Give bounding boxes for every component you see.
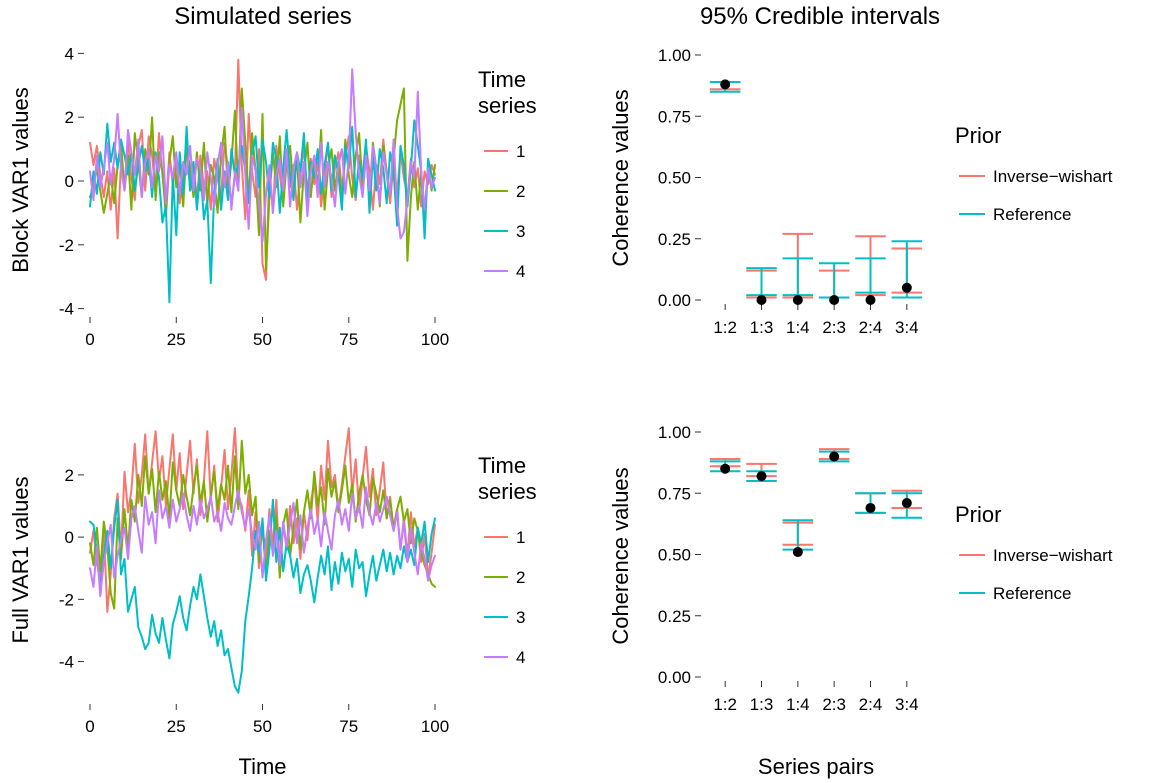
legend-title: Prior — [955, 123, 1001, 148]
legend-label: 1 — [516, 528, 525, 547]
y-tick-label: 1.00 — [658, 423, 691, 442]
y-tick-label: 0.50 — [658, 169, 691, 188]
legend-label: 4 — [516, 262, 525, 281]
y-tick-label: 0.75 — [658, 107, 691, 126]
y-tick-label: 0.50 — [658, 546, 691, 565]
y-tick-label: -2 — [59, 236, 74, 255]
legend-label: Inverse−wishart — [993, 546, 1113, 565]
legend-title: Prior — [955, 502, 1001, 527]
legend-title: Time — [478, 67, 526, 92]
x-tick-label: 1:4 — [786, 695, 810, 714]
series-line-3 — [89, 498, 436, 694]
x-tick-label: 1:4 — [786, 318, 810, 337]
x-tick-label: 3:4 — [895, 695, 919, 714]
y-axis-title: Full VAR1 values — [8, 476, 33, 643]
y-axis-title: Block VAR1 values — [8, 87, 33, 272]
chart-title: 95% Credible intervals — [700, 3, 940, 30]
legend-label: 1 — [516, 142, 525, 161]
y-axis-title: Coherence values — [608, 467, 633, 644]
x-tick-label: 50 — [253, 330, 272, 349]
true-value-point — [720, 463, 731, 474]
legend-label: Reference — [993, 205, 1071, 224]
y-tick-label: 0.00 — [658, 668, 691, 687]
x-tick-label: 100 — [421, 717, 449, 736]
line-panel-full: Full VAR1 values Time -4 -2 0 2 0 25 50 75 100 Time… — [8, 427, 537, 779]
y-tick-label: 1.00 — [658, 46, 691, 65]
true-value-point — [901, 498, 912, 509]
x-tick-label: 0 — [85, 330, 94, 349]
chart-title: Simulated series — [174, 3, 351, 30]
y-tick-label: 0 — [65, 172, 74, 191]
y-tick-label: -4 — [59, 653, 74, 672]
x-tick-label: 1:3 — [750, 318, 774, 337]
x-tick-label: 25 — [167, 717, 186, 736]
x-axis-title: Time — [238, 754, 286, 779]
x-tick-label: 100 — [421, 330, 449, 349]
y-tick-label: 4 — [65, 44, 74, 63]
legend-label: 3 — [516, 608, 525, 627]
legend-label: 3 — [516, 222, 525, 241]
true-value-point — [865, 502, 876, 513]
x-axis-title: Series pairs — [758, 754, 874, 779]
true-value-point — [829, 451, 840, 462]
x-tick-label: 2:4 — [859, 695, 883, 714]
true-value-point — [901, 282, 912, 293]
legend-label: 2 — [516, 568, 525, 587]
interval-panel-block: 95% Credible intervals Coherence values 0.… — [608, 3, 1113, 337]
true-value-point — [756, 295, 767, 305]
x-tick-label: 2:4 — [859, 318, 883, 337]
y-tick-label: -4 — [59, 300, 74, 319]
legend-title: series — [478, 479, 537, 504]
x-tick-label: 75 — [339, 717, 358, 736]
y-tick-label: 0.25 — [658, 607, 691, 626]
legend-label: 2 — [516, 182, 525, 201]
true-value-point — [756, 471, 767, 482]
x-tick-label: 75 — [339, 330, 358, 349]
x-tick-label: 0 — [85, 717, 94, 736]
line-panel-block: Simulated series Block VAR1 values -4 -2 0 2 4… — [8, 3, 537, 349]
true-value-point — [792, 295, 803, 305]
x-tick-label: 25 — [167, 330, 186, 349]
y-tick-label: 0.25 — [658, 230, 691, 249]
y-tick-label: 2 — [65, 108, 74, 127]
y-axis-title: Coherence values — [608, 89, 633, 266]
series-line-4 — [89, 486, 436, 598]
series-line-4 — [89, 68, 436, 243]
legend-label: Inverse−wishart — [993, 167, 1113, 186]
x-tick-label: 2:3 — [822, 318, 846, 337]
x-tick-label: 3:4 — [895, 318, 919, 337]
legend-title: series — [478, 93, 537, 118]
x-tick-label: 2:3 — [822, 695, 846, 714]
y-tick-label: 0.00 — [658, 291, 691, 310]
true-value-point — [865, 295, 876, 305]
y-tick-label: -2 — [59, 590, 74, 609]
legend-title: Time — [478, 453, 526, 478]
y-tick-label: 0 — [65, 528, 74, 547]
legend-label: Reference — [993, 584, 1071, 603]
y-tick-label: 2 — [65, 466, 74, 485]
x-tick-label: 50 — [253, 717, 272, 736]
interval-panel-full: Coherence values Series pairs 0.00 0.25 0.50… — [608, 423, 1113, 779]
true-value-point — [720, 79, 731, 90]
x-tick-label: 1:2 — [713, 695, 737, 714]
x-tick-label: 1:3 — [750, 695, 774, 714]
true-value-point — [792, 547, 803, 558]
legend-label: 4 — [516, 648, 525, 667]
x-tick-label: 1:2 — [713, 318, 737, 337]
true-value-point — [829, 295, 840, 305]
y-tick-label: 0.75 — [658, 484, 691, 503]
